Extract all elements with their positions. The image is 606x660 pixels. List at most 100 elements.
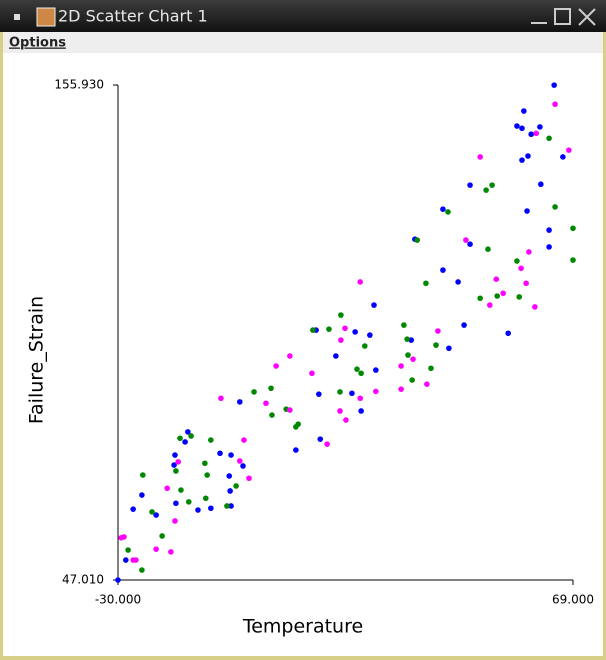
point — [546, 244, 552, 250]
point — [226, 473, 233, 479]
point — [455, 279, 461, 285]
point — [159, 533, 165, 539]
point — [164, 485, 170, 492]
point — [367, 332, 373, 338]
point — [516, 294, 523, 300]
point — [236, 399, 243, 405]
point — [433, 342, 439, 348]
point — [333, 353, 339, 359]
point — [171, 462, 177, 468]
title-bar — [0, 0, 606, 32]
point — [371, 302, 377, 308]
maximize-button[interactable] — [554, 8, 571, 25]
point — [523, 280, 529, 287]
point — [537, 124, 543, 130]
point — [428, 365, 434, 372]
point — [352, 329, 358, 335]
point — [185, 499, 192, 505]
point — [362, 343, 368, 349]
point — [337, 408, 343, 414]
y-tick-label: 47.010 — [62, 573, 104, 587]
point — [202, 460, 208, 467]
point — [405, 352, 411, 358]
point — [467, 182, 473, 188]
point — [477, 295, 483, 302]
menu-item[interactable]: Options — [9, 36, 66, 51]
point — [514, 123, 520, 129]
point — [233, 483, 239, 489]
point — [326, 326, 332, 332]
point — [224, 503, 230, 509]
point — [246, 475, 252, 482]
point — [354, 366, 360, 372]
point — [373, 388, 379, 395]
point — [521, 108, 527, 114]
point — [487, 302, 493, 308]
point — [552, 101, 558, 108]
point — [358, 370, 364, 377]
point — [338, 337, 344, 343]
point — [268, 385, 274, 392]
point — [500, 290, 506, 297]
point — [338, 312, 344, 318]
point — [195, 507, 201, 513]
point — [217, 450, 223, 457]
point — [130, 506, 136, 512]
point — [552, 204, 558, 210]
point — [130, 557, 136, 563]
point — [139, 567, 145, 573]
point — [273, 363, 279, 369]
point — [175, 459, 182, 465]
point — [228, 503, 234, 509]
point — [349, 390, 355, 397]
point — [445, 209, 451, 215]
point — [489, 182, 495, 188]
point — [524, 208, 530, 214]
point — [241, 437, 247, 443]
point — [139, 492, 145, 498]
point — [409, 377, 415, 383]
point — [309, 370, 315, 377]
point — [153, 546, 159, 552]
point — [357, 395, 364, 402]
point — [518, 265, 524, 272]
point — [173, 468, 179, 474]
point — [185, 429, 191, 435]
point — [218, 395, 224, 402]
point — [168, 549, 174, 555]
point — [493, 276, 500, 282]
y-axis-title: Failure_Strain — [26, 296, 48, 424]
x-axis-title: Temperature — [242, 616, 363, 638]
point — [560, 154, 566, 160]
point — [140, 472, 146, 478]
point — [178, 487, 184, 493]
point — [115, 577, 121, 583]
point — [463, 237, 469, 243]
point — [358, 408, 364, 414]
point — [410, 356, 416, 362]
point — [316, 391, 322, 397]
point — [440, 206, 446, 213]
point — [357, 279, 364, 285]
point — [373, 367, 379, 373]
point — [228, 452, 234, 458]
point — [177, 435, 183, 442]
point — [123, 557, 129, 563]
point — [477, 154, 483, 160]
point — [404, 336, 410, 342]
point — [566, 147, 572, 153]
point — [467, 241, 473, 247]
point — [526, 249, 532, 255]
point — [149, 509, 155, 515]
point — [525, 153, 531, 159]
point — [173, 500, 179, 507]
close-button[interactable] — [578, 8, 596, 26]
point — [236, 458, 243, 464]
point — [538, 181, 544, 188]
point — [204, 472, 210, 478]
point — [533, 130, 540, 137]
window-title: 2D Scatter Chart 1 — [58, 7, 208, 26]
window-menu-icon[interactable] — [14, 14, 20, 20]
point — [293, 424, 299, 430]
